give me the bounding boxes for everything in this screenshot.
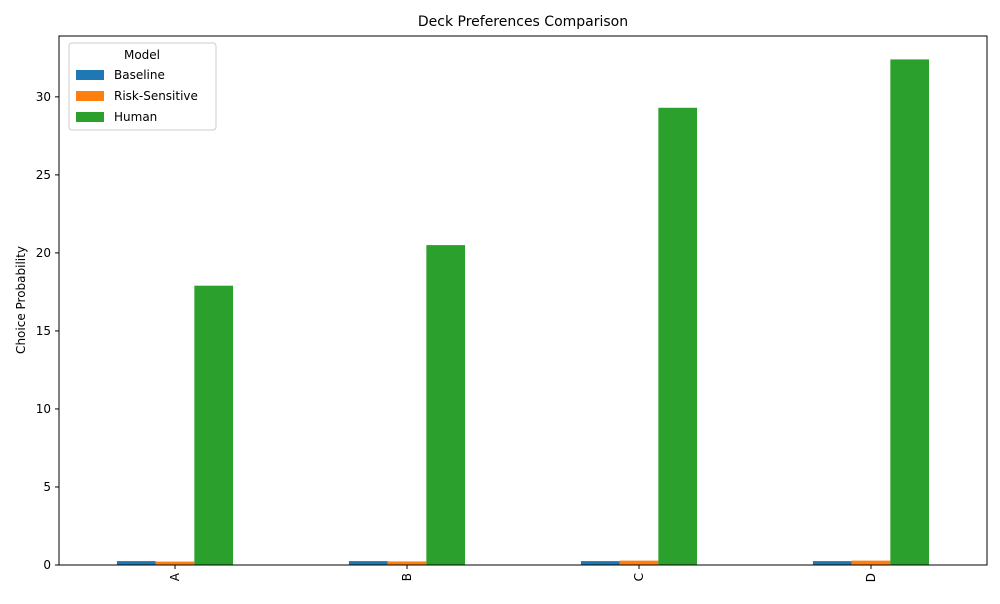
bar-risk-sensitive-c bbox=[619, 560, 659, 565]
bar-human-c bbox=[658, 107, 698, 565]
bar-risk-sensitive-a bbox=[155, 561, 195, 565]
legend-items: Baseline Risk-Sensitive Human bbox=[76, 68, 198, 124]
legend-swatch bbox=[76, 70, 104, 80]
bar-risk-sensitive-d bbox=[851, 560, 891, 565]
bars-layer bbox=[116, 59, 930, 565]
y-axis-label: Choice Probability bbox=[14, 246, 28, 354]
y-tick-label: 10 bbox=[36, 402, 51, 416]
legend-swatch bbox=[76, 112, 104, 122]
y-tick-label: 5 bbox=[43, 480, 51, 494]
y-tick-label: 0 bbox=[43, 558, 51, 572]
bar-baseline-a bbox=[116, 561, 156, 565]
legend: Model Baseline Risk-Sensitive Human bbox=[68, 42, 217, 131]
legend-swatch bbox=[76, 91, 104, 101]
bar-human-b bbox=[426, 245, 466, 565]
bar-human-d bbox=[890, 59, 930, 565]
x-tick-label: A bbox=[168, 572, 182, 581]
plot-frame bbox=[58, 35, 988, 566]
legend-frame bbox=[68, 42, 217, 131]
x-tick-label: D bbox=[864, 573, 878, 582]
legend-label: Human bbox=[114, 110, 157, 124]
legend-title: Model bbox=[124, 48, 160, 62]
x-tick-label: C bbox=[632, 573, 646, 581]
chart-title: Deck Preferences Comparison bbox=[418, 14, 628, 30]
x-axis-ticks: A B C D bbox=[168, 565, 878, 582]
bar-human-a bbox=[194, 285, 234, 565]
y-tick-label: 30 bbox=[36, 90, 51, 104]
bar-baseline-c bbox=[580, 561, 620, 565]
y-axis-ticks: 0 5 10 15 20 25 30 bbox=[36, 90, 59, 572]
y-tick-label: 15 bbox=[36, 324, 51, 338]
legend-label: Risk-Sensitive bbox=[114, 89, 198, 103]
bar-baseline-d bbox=[812, 561, 852, 565]
bar-risk-sensitive-b bbox=[387, 561, 427, 565]
legend-label: Baseline bbox=[114, 68, 165, 82]
x-tick-label: B bbox=[400, 573, 414, 581]
y-tick-label: 20 bbox=[36, 246, 51, 260]
bar-baseline-b bbox=[348, 561, 388, 565]
y-tick-label: 25 bbox=[36, 168, 51, 182]
